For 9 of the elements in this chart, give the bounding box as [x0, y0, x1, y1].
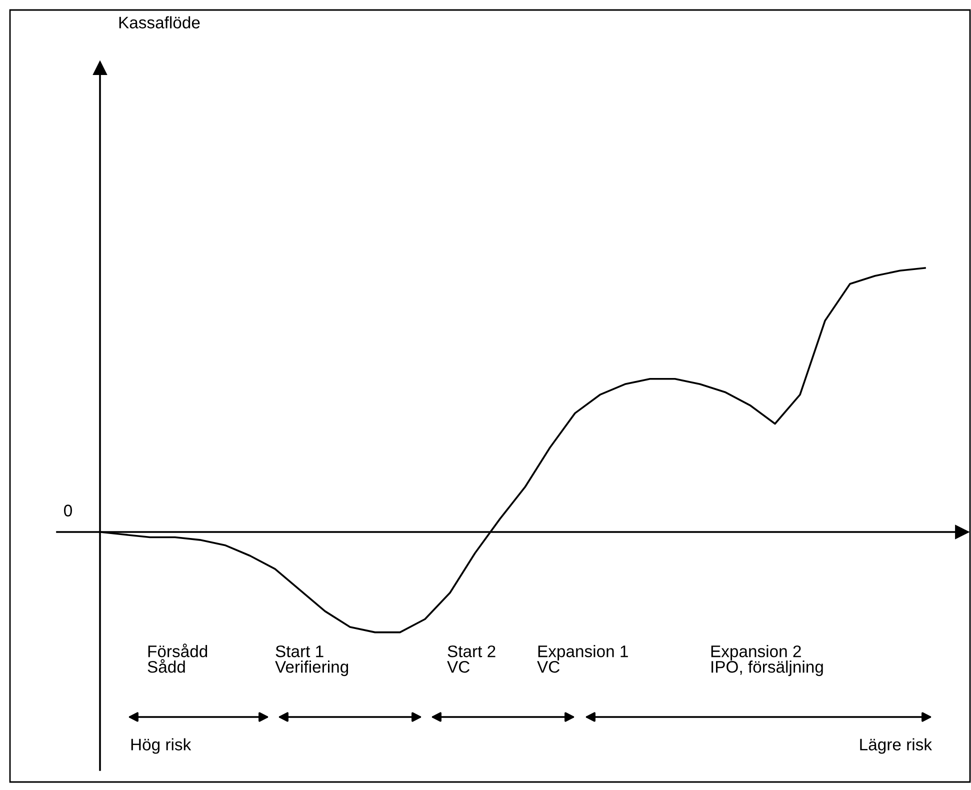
- text: Försådd Sådd: [148, 644, 208, 673]
- text: Start 2 VC: [447, 645, 496, 673]
- text: Expansion 2 IPO, försäljning: [711, 645, 823, 676]
- text: Lägre risk: [860, 738, 932, 754]
- text: 0: [64, 504, 72, 516]
- text: Expansion 1 VC: [537, 645, 628, 673]
- text: Start 1 Verifiering: [275, 645, 348, 676]
- text: Kassaflöde: [119, 16, 200, 28]
- text: Hög risk: [131, 738, 192, 754]
